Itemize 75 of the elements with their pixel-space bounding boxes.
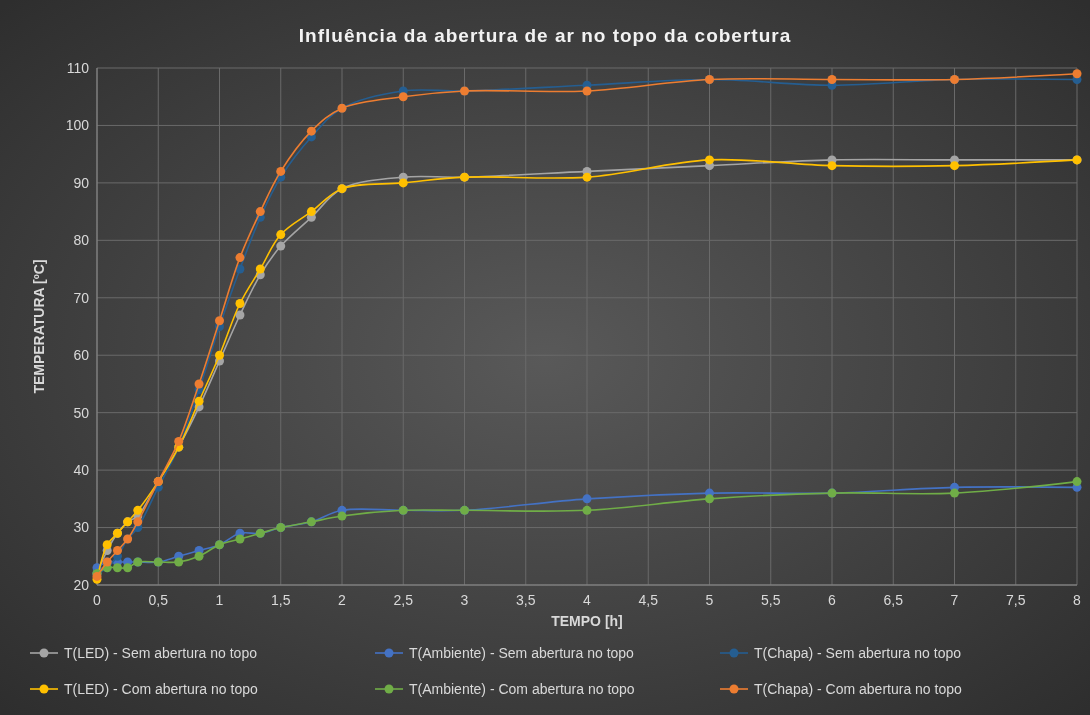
y-tick-label: 100 [65, 117, 90, 134]
legend-label: T(Chapa) - Com abertura no topo [754, 680, 962, 697]
point [582, 86, 592, 96]
point [194, 396, 204, 406]
x-tick-label: 4 [583, 592, 592, 608]
point [1072, 69, 1082, 79]
point [215, 316, 224, 326]
point [235, 534, 245, 544]
point [133, 505, 143, 515]
point [306, 207, 316, 217]
point [194, 379, 204, 389]
point [276, 241, 286, 251]
point [255, 207, 265, 217]
legend-label: T(LED) - Sem abertura no topo [64, 644, 258, 661]
point [194, 551, 204, 561]
point [582, 172, 592, 182]
x-tick-label: 7 [950, 592, 959, 608]
y-tick-label: 80 [73, 232, 90, 249]
point [112, 546, 122, 556]
x-tick-label: 7,5 [1006, 592, 1026, 608]
legend-label: T(LED) - Com abertura no topo [64, 680, 258, 697]
point [174, 557, 184, 567]
point [582, 505, 592, 515]
point [133, 517, 143, 527]
x-tick-label: 1 [215, 592, 224, 608]
point [950, 161, 959, 171]
x-tick-label: 4,5 [638, 592, 659, 608]
point [306, 126, 316, 136]
x-tick-label: 0,5 [148, 592, 169, 608]
point [235, 253, 245, 263]
point [398, 92, 408, 102]
y-tick-label: 50 [73, 404, 90, 421]
x-tick-label: 2,5 [393, 592, 414, 608]
point [255, 264, 265, 274]
x-axis-title: TEMPO [h] [551, 613, 623, 629]
point [1072, 477, 1082, 487]
x-tick-label: 3 [460, 592, 469, 608]
x-tick-label: 3,5 [516, 592, 536, 608]
point [112, 563, 122, 573]
x-tick-label: 5,5 [761, 592, 781, 608]
chart-title: Influência da abertura de ar no topo da cobertura [298, 25, 792, 46]
point [123, 563, 133, 573]
point [235, 299, 245, 309]
point [705, 494, 714, 504]
legend-label: T(Chapa) - Sem abertura no topo [754, 644, 962, 661]
x-tick-label: 1,5 [271, 592, 291, 608]
point [215, 350, 224, 360]
x-tick-label: 0 [93, 592, 102, 608]
point [235, 310, 245, 320]
point [950, 488, 959, 498]
point [102, 540, 112, 550]
y-tick-label: 90 [73, 174, 90, 191]
legend-label: T(Ambiente) - Sem abertura no topo [409, 644, 635, 661]
y-tick-label: 60 [73, 347, 90, 364]
point [337, 511, 347, 521]
point [174, 436, 184, 446]
point [276, 166, 286, 176]
y-tick-label: 40 [73, 462, 90, 479]
y-tick-label: 110 [66, 59, 90, 76]
x-tick-label: 5 [705, 592, 714, 608]
point [582, 494, 592, 504]
point [398, 178, 408, 188]
point [276, 230, 286, 240]
point [827, 74, 837, 84]
x-tick-label: 6,5 [883, 592, 904, 608]
y-tick-label: 70 [73, 289, 90, 306]
y-tick-label: 20 [73, 576, 90, 593]
x-tick-label: 8 [1073, 592, 1082, 608]
legend-label: T(Ambiente) - Com abertura no topo [409, 680, 635, 697]
point [827, 161, 837, 171]
point [705, 155, 714, 165]
y-axis-title: TEMPERATURA [ºC] [31, 259, 47, 394]
x-tick-label: 2 [338, 592, 347, 608]
x-tick-label: 6 [828, 592, 837, 608]
y-tick-label: 30 [73, 519, 90, 536]
